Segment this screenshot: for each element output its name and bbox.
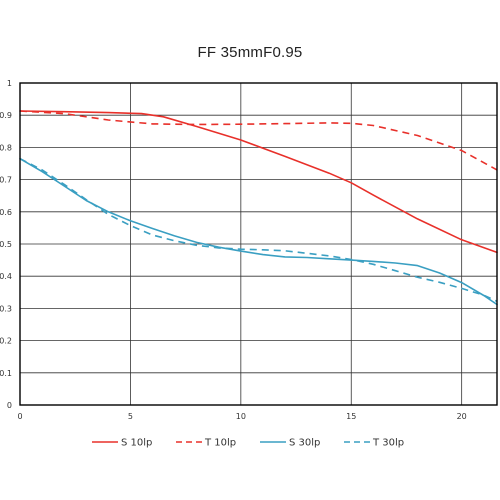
x-tick-label: 20 <box>457 412 467 421</box>
x-tick-label: 0 <box>17 412 22 421</box>
y-tick-label: 0.1 <box>0 369 12 378</box>
series-line-t-10lp <box>19 110 498 171</box>
legend: S 10lp T 10lp S 30lp T 30lp <box>92 438 404 449</box>
y-tick-label: 0.8 <box>0 143 12 152</box>
legend-label-t-30lp: T 30lp <box>372 438 404 449</box>
y-tick-label: 0.3 <box>0 304 12 313</box>
series-line-t-30lp <box>19 157 498 303</box>
legend-label-s-10lp: S 10lp <box>121 438 152 449</box>
grid-layer <box>20 83 497 405</box>
y-tick-label: 0.5 <box>0 240 12 249</box>
x-tick-label: 10 <box>236 412 246 421</box>
x-tick-label: 15 <box>346 412 356 421</box>
chart-title: FF 35mmF0.95 <box>197 44 303 61</box>
series-line-s-30lp <box>19 157 498 306</box>
y-tick-label: 0 <box>7 401 12 410</box>
y-tick-label: 0.2 <box>0 337 12 346</box>
legend-label-s-30lp: S 30lp <box>289 438 320 449</box>
x-tick-label: 5 <box>128 412 133 421</box>
plot-frame <box>19 82 498 406</box>
y-tick-label: 0.4 <box>0 272 12 281</box>
y-tick-label: 0.9 <box>0 111 12 120</box>
y-tick-label: 1 <box>7 79 12 88</box>
y-tick-label: 0.7 <box>0 176 12 185</box>
legend-label-t-10lp: T 10lp <box>204 438 236 449</box>
y-tick-label: 0.6 <box>0 208 12 217</box>
tick-labels: 00.10.20.30.40.50.60.70.80.910 5 10 15 20 <box>0 79 467 421</box>
series-line-s-10lp <box>19 110 498 254</box>
series-layer <box>19 110 498 306</box>
